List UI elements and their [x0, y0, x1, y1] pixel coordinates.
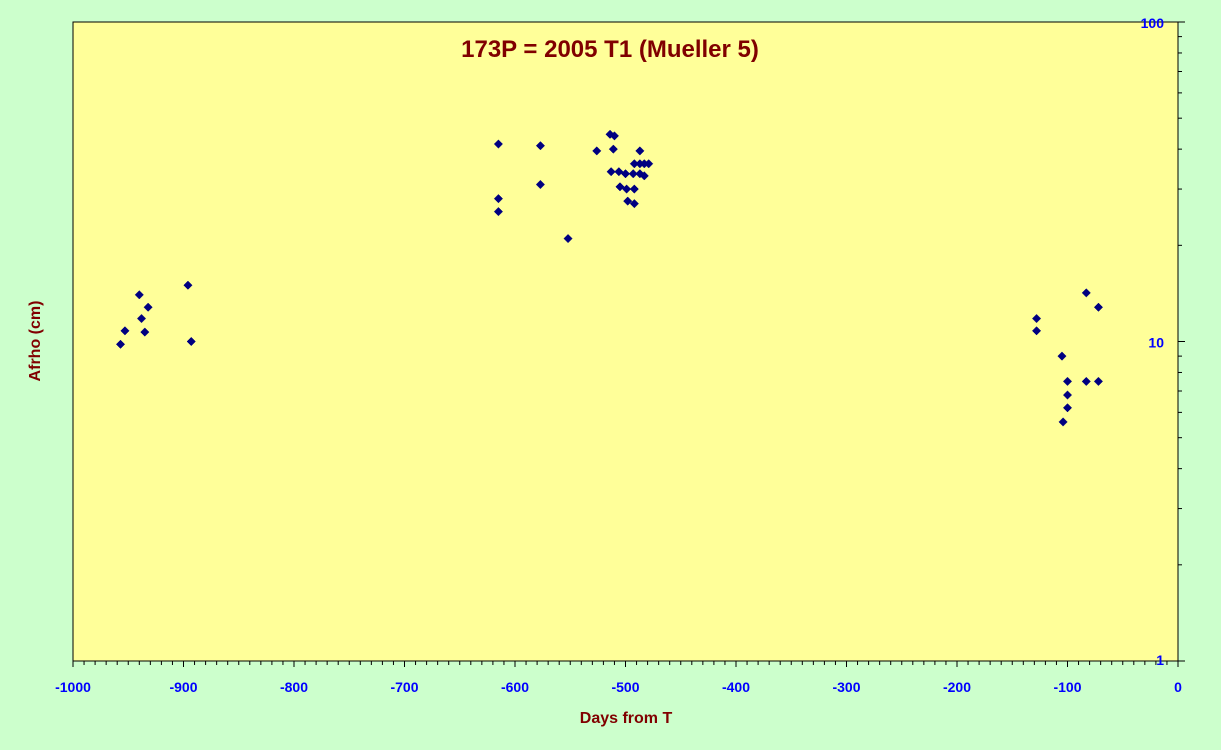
x-tick-label: -900 — [169, 679, 197, 695]
data-point — [1062, 376, 1073, 386]
data-point — [186, 336, 196, 347]
y-axis-title: Afrho (cm) — [27, 301, 44, 382]
data-point — [143, 302, 153, 312]
data-point — [622, 184, 632, 194]
data-point — [493, 194, 503, 204]
x-tick-label: -800 — [280, 679, 308, 695]
data-point — [628, 169, 638, 179]
data-point — [1081, 376, 1091, 386]
data-point — [535, 179, 545, 190]
data-point — [1032, 313, 1042, 324]
data-point — [1058, 417, 1068, 427]
data-point — [635, 146, 645, 156]
y-tick-label: 100 — [1141, 15, 1165, 31]
data-point — [120, 326, 130, 336]
data-point — [592, 146, 602, 156]
x-tick-label: -600 — [501, 679, 529, 695]
x-axis-tick-labels: -1000 -900 -800 -700 -600 -500 -400 -300 -200 -10… — [55, 679, 1182, 695]
data-point — [115, 339, 126, 349]
x-tick-label: -300 — [832, 679, 860, 695]
data-point — [1032, 326, 1042, 336]
data-point — [493, 139, 503, 149]
plot-area — [72, 21, 1179, 662]
data-point — [493, 207, 503, 217]
x-tick-label: -400 — [722, 679, 750, 695]
data-point — [620, 169, 631, 179]
x-tick-label: -100 — [1053, 679, 1081, 695]
data-point — [535, 141, 545, 151]
data-point — [1062, 390, 1073, 400]
data-point — [623, 196, 633, 206]
x-tick-label: -500 — [611, 679, 639, 695]
data-point — [136, 313, 147, 324]
x-tick-label: -700 — [390, 679, 418, 695]
y-tick-label: 10 — [1148, 335, 1164, 351]
y-axis-ticks — [1177, 21, 1185, 662]
x-tick-label: 0 — [1174, 679, 1182, 695]
data-point — [140, 327, 150, 337]
x-axis-title: Days from T — [580, 710, 673, 727]
data-point — [563, 233, 573, 244]
y-axis-tick-labels: 1 10 100 — [1141, 15, 1165, 668]
y-tick-label: 1 — [1156, 652, 1164, 668]
data-point — [609, 131, 620, 141]
x-tick-label: -1000 — [55, 679, 91, 695]
data-point — [606, 167, 616, 177]
data-point — [183, 280, 193, 290]
data-point — [629, 199, 639, 209]
data-point — [1093, 376, 1103, 386]
data-points — [115, 129, 1103, 427]
data-point — [639, 171, 649, 181]
x-tick-label: -200 — [943, 679, 971, 695]
data-point — [1093, 302, 1103, 312]
data-point — [134, 290, 144, 300]
x-axis-ticks — [72, 661, 1179, 667]
data-point — [608, 144, 618, 154]
data-point — [1081, 288, 1091, 298]
data-point — [614, 167, 624, 177]
data-point — [1062, 403, 1073, 413]
data-point — [615, 182, 625, 192]
data-point — [629, 184, 639, 194]
data-point — [644, 159, 654, 169]
chart-title: 173P = 2005 T1 (Mueller 5) — [461, 36, 759, 63]
data-point — [1057, 351, 1067, 361]
